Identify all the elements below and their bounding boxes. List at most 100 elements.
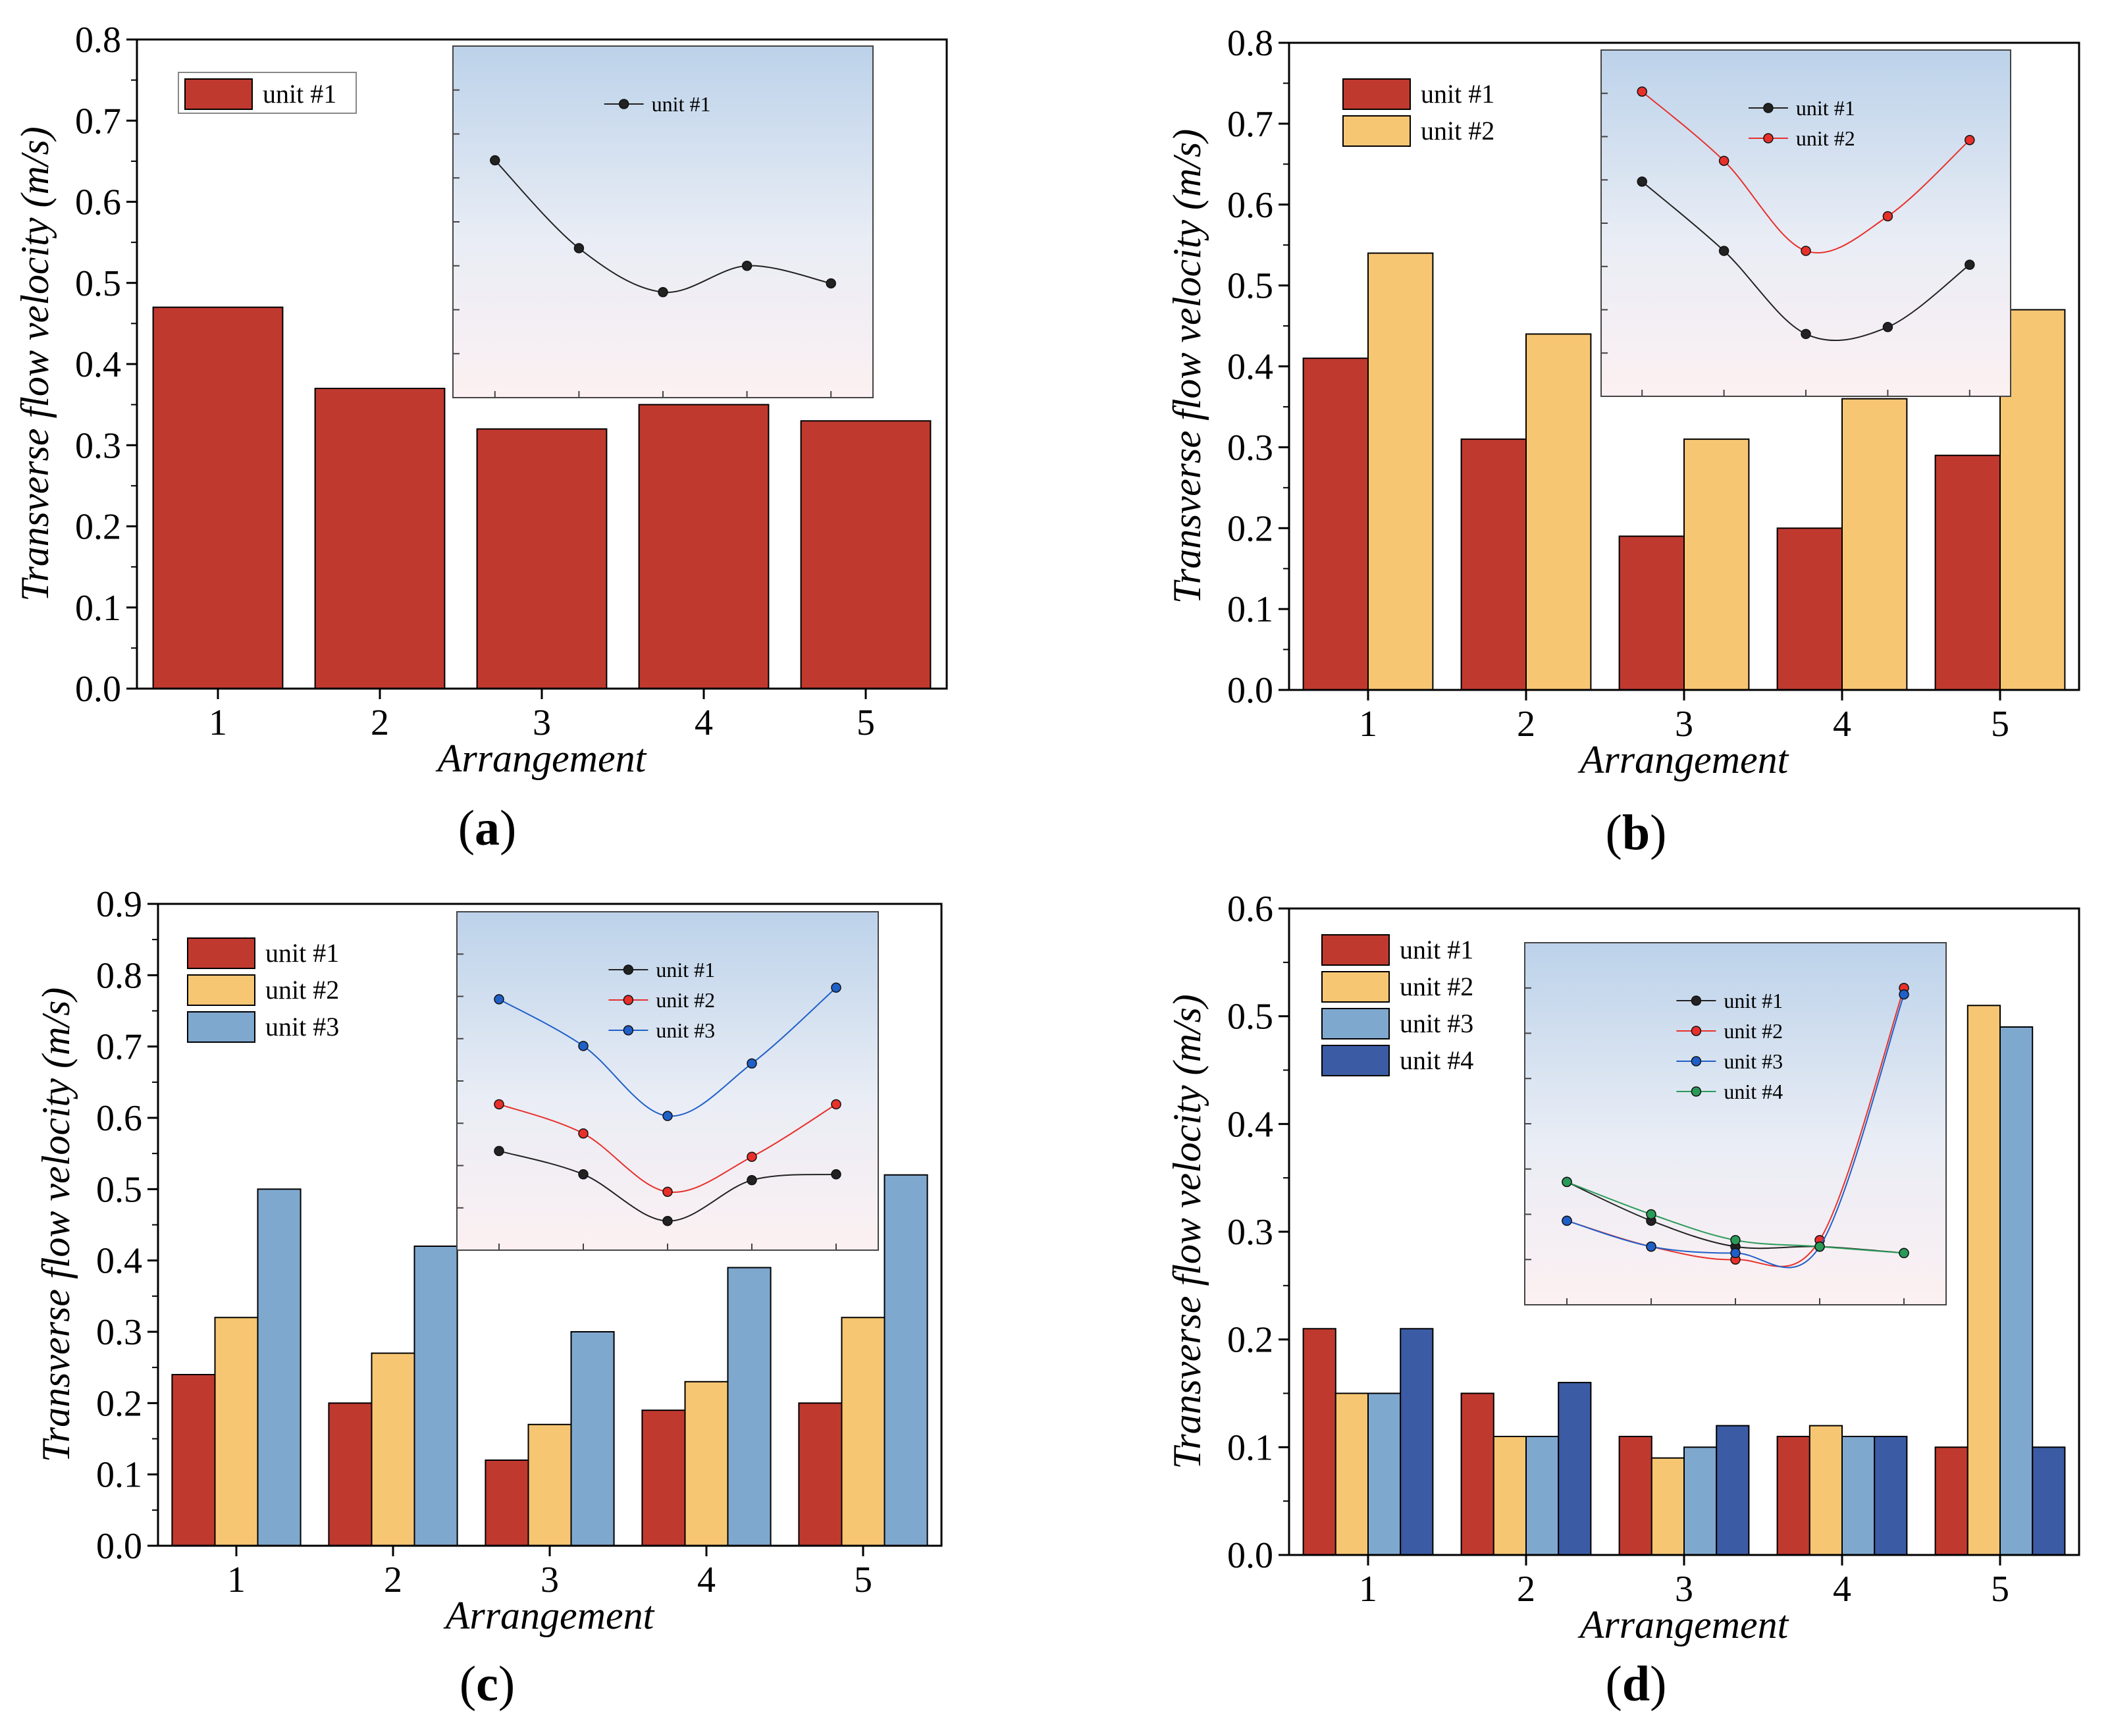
- x-tick-label: 3: [533, 702, 551, 743]
- inset-point-unit-2-5: [831, 1099, 841, 1110]
- panel-label-letter: b: [1622, 805, 1650, 860]
- y-axis-title: Transverse flow velocity (m/s): [34, 987, 78, 1463]
- bar-legend: unit #1 unit #2 unit #3: [187, 937, 339, 1043]
- inset-legend-marker: [623, 1025, 634, 1036]
- bar-unit-3-5: [1999, 1026, 2034, 1556]
- bar-unit-2-5: [1967, 1005, 2001, 1556]
- y-tick-label: 0.3: [75, 425, 121, 466]
- bar-unit-3-5: [884, 1174, 928, 1546]
- x-tick-label: 4: [695, 702, 713, 743]
- bar-unit-3-1: [1367, 1392, 1402, 1556]
- inset-legend-marker: [1691, 1086, 1702, 1097]
- inset-point-unit-2-5: [1965, 135, 1975, 145]
- y-axis-title: Transverse flow velocity (m/s): [1165, 994, 1209, 1469]
- bar-unit-4-5: [2032, 1446, 2066, 1556]
- bar-unit-4-3: [1716, 1425, 1750, 1556]
- bar-unit-3-3: [570, 1331, 615, 1546]
- bar-unit-3-4: [1841, 1436, 1876, 1556]
- x-axis-title: Arrangement: [443, 1594, 655, 1637]
- panel-label-open: (: [460, 1656, 476, 1712]
- inset-legend-label: unit #1: [656, 958, 715, 982]
- bar-unit-1-5: [800, 420, 932, 689]
- y-tick-label: 0.1: [75, 588, 121, 629]
- y-tick-label: 0.1: [96, 1455, 142, 1496]
- bar-unit-1-4: [641, 1409, 686, 1546]
- inset-point-unit-1-3: [658, 287, 668, 298]
- legend-swatch-unit-1: [187, 937, 255, 969]
- legend-label: unit #1: [1421, 79, 1494, 109]
- legend-label: unit #3: [265, 1012, 339, 1041]
- legend-swatch-unit-3: [187, 1011, 255, 1043]
- y-tick-label: 0.4: [1227, 347, 1273, 388]
- inset-point-unit-1-3: [662, 1215, 673, 1226]
- bar-unit-1-1: [1302, 357, 1369, 691]
- inset-point-unit-3-2: [1646, 1241, 1656, 1252]
- inset-legend-marker: [618, 99, 629, 109]
- panel-label-open: (: [458, 801, 475, 856]
- inset-legend-label: unit #1: [652, 92, 711, 116]
- legend-label: unit #1: [265, 938, 339, 968]
- inset-legend-marker: [1691, 1056, 1702, 1066]
- x-tick-label: 1: [1359, 1569, 1377, 1610]
- bar-unit-4-1: [1400, 1328, 1434, 1556]
- y-tick-label: 0.8: [75, 20, 121, 61]
- inset-legend-label: unit #4: [1724, 1080, 1783, 1103]
- legend-label: unit #1: [263, 79, 336, 109]
- bar-unit-1-1: [1302, 1328, 1336, 1556]
- y-tick-label: 0.4: [1227, 1104, 1273, 1145]
- x-tick-label: 2: [371, 702, 389, 743]
- inset-legend: unit #1 unit #2 unit #3: [608, 958, 715, 1042]
- bar-unit-1-2: [314, 388, 446, 689]
- inset-legend-label: unit #1: [1796, 96, 1855, 120]
- x-axis-title: Arrangement: [1577, 738, 1789, 781]
- inset-point-unit-1-4: [747, 1174, 757, 1186]
- x-tick-label: 1: [1359, 704, 1377, 745]
- inset-point-unit-1-1: [1637, 176, 1647, 187]
- x-tick-label: 4: [1833, 1569, 1851, 1610]
- inset-point-unit-2-3: [1801, 246, 1811, 256]
- y-tick-label: 0.7: [1227, 104, 1273, 145]
- y-tick-label: 0.9: [96, 884, 142, 925]
- x-axis-title: Arrangement: [435, 737, 647, 780]
- bar-unit-1-5: [1934, 1446, 1968, 1556]
- bar-unit-2-1: [1367, 252, 1434, 691]
- inset-legend-label: unit #1: [1724, 989, 1783, 1013]
- inset-point-unit-4-3: [1730, 1235, 1741, 1246]
- inset-point-unit-2-1: [494, 1099, 504, 1110]
- bar-unit-3-4: [727, 1267, 772, 1546]
- bar-unit-2-3: [527, 1423, 572, 1547]
- bar-unit-1-3: [485, 1460, 529, 1546]
- y-tick-label: 0.6: [96, 1098, 142, 1139]
- chart-panel-a: 0.0 0.1 0.2 0.3 0.4 0.5 0.6 0.7 0.8 1 2 3 4 5 Arrangem…: [13, 20, 948, 856]
- inset-point-unit-1-5: [826, 278, 836, 289]
- inset-point-unit-1-1: [494, 1145, 504, 1157]
- inset-legend-marker: [623, 995, 634, 1005]
- inset-frame: [452, 45, 874, 398]
- bar-unit-2-5: [841, 1317, 885, 1547]
- inset-legend-label: unit #3: [656, 1018, 715, 1042]
- y-tick-label: 0.7: [96, 1027, 142, 1068]
- inset-point-unit-1-4: [1882, 322, 1893, 332]
- x-tick-label: 3: [541, 1560, 559, 1600]
- inset-point-unit-3-5: [1899, 989, 1909, 1000]
- legend-label: unit #2: [1421, 116, 1494, 145]
- legend-label: unit #2: [1400, 972, 1473, 1001]
- inset-legend-label: unit #3: [1724, 1049, 1783, 1073]
- bar-unit-2-4: [684, 1381, 729, 1547]
- inset-point-unit-3-1: [1562, 1215, 1572, 1226]
- inset-point-unit-1-5: [831, 1169, 841, 1180]
- panel-label: (b): [1606, 805, 1667, 860]
- y-tick-label: 0.5: [96, 1169, 142, 1210]
- bar-unit-3-2: [1525, 1436, 1560, 1556]
- inset-legend: unit #1 unit #2 unit #3 unit #4: [1676, 989, 1783, 1103]
- x-tick-label: 5: [854, 1560, 872, 1600]
- bar-unit-4-2: [1558, 1382, 1592, 1556]
- legend-label: unit #2: [265, 975, 339, 1005]
- y-tick-label: 0.5: [75, 263, 121, 304]
- inset-point-unit-3-1: [494, 994, 504, 1005]
- chart-panel-b: 0.0 0.1 0.2 0.3 0.4 0.5 0.6 0.7 0.8 1 2 3 4 5 Arrangem…: [1165, 23, 2080, 860]
- bar-unit-2-4: [1841, 398, 1908, 691]
- bar-unit-1-3: [1618, 1436, 1652, 1556]
- panel-label: (d): [1606, 1656, 1667, 1712]
- panel-label: (a): [458, 801, 517, 856]
